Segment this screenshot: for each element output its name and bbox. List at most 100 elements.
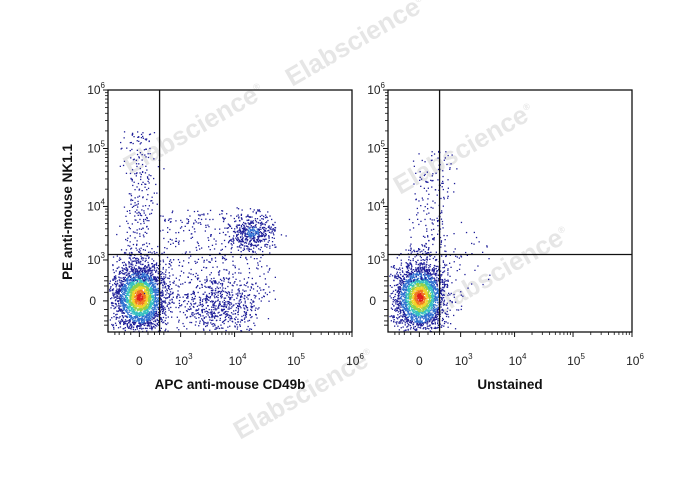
event-dot xyxy=(154,300,156,302)
event-dot xyxy=(240,301,242,303)
event-dot xyxy=(132,294,134,296)
event-dot xyxy=(142,137,144,139)
event-dot xyxy=(141,323,144,325)
event-dot xyxy=(154,289,156,291)
event-dot xyxy=(132,317,134,319)
event-dot xyxy=(135,282,137,285)
event-dot xyxy=(109,290,112,292)
event-dot xyxy=(131,132,134,134)
event-dot xyxy=(179,275,181,277)
event-dot xyxy=(156,276,159,278)
event-dot xyxy=(153,317,155,319)
event-dot xyxy=(190,308,192,310)
event-dot xyxy=(407,296,410,299)
event-dot xyxy=(160,280,162,282)
event-dot xyxy=(227,281,230,283)
event-dot xyxy=(137,290,139,293)
event-dot xyxy=(267,211,269,213)
event-dot xyxy=(177,285,179,287)
event-dot xyxy=(132,133,134,135)
event-dot xyxy=(258,209,261,211)
event-dot xyxy=(263,229,266,232)
event-dot xyxy=(206,280,208,282)
event-dot xyxy=(431,328,433,330)
event-dot xyxy=(184,281,186,283)
event-dot xyxy=(155,279,157,281)
event-dot xyxy=(231,289,233,291)
event-dot xyxy=(187,209,189,211)
event-dot xyxy=(179,296,181,298)
event-dot xyxy=(211,316,213,318)
event-dot xyxy=(133,305,135,307)
event-dot xyxy=(209,297,211,299)
event-dot xyxy=(193,210,196,213)
event-dot xyxy=(240,296,242,298)
event-dot xyxy=(135,305,137,307)
event-dot xyxy=(134,189,136,191)
event-dot xyxy=(112,324,115,326)
event-dot xyxy=(211,257,213,260)
left-plot-x-axis-title: APC anti-mouse CD49b xyxy=(155,377,306,392)
event-dot xyxy=(245,315,247,317)
event-dot xyxy=(237,305,239,307)
event-dot xyxy=(235,237,237,239)
event-dot xyxy=(170,293,172,295)
event-dot xyxy=(195,262,197,264)
event-dot xyxy=(232,256,234,258)
event-dot xyxy=(259,249,261,251)
event-dot xyxy=(226,294,228,297)
event-dot xyxy=(166,305,168,307)
event-dot xyxy=(192,300,194,302)
event-dot xyxy=(246,263,249,265)
event-dot xyxy=(188,262,190,264)
event-dot xyxy=(144,269,147,271)
event-dot xyxy=(109,280,111,282)
event-dot xyxy=(137,206,139,208)
event-dot xyxy=(227,320,229,323)
event-dot xyxy=(142,323,144,325)
left-plot-frame xyxy=(107,89,353,333)
event-dot xyxy=(144,267,146,270)
event-dot xyxy=(233,217,235,220)
event-dot xyxy=(134,286,136,288)
event-dot xyxy=(198,325,200,327)
event-dot xyxy=(224,311,227,313)
event-dot xyxy=(259,241,261,243)
event-dot xyxy=(144,172,147,174)
event-dot xyxy=(233,239,235,242)
event-dot xyxy=(249,302,252,304)
event-dot xyxy=(130,304,132,306)
event-dot xyxy=(147,323,149,325)
event-dot xyxy=(254,225,256,227)
event-dot xyxy=(157,307,160,309)
event-dot xyxy=(210,322,212,324)
event-dot xyxy=(130,259,132,261)
event-dot xyxy=(138,140,140,142)
event-dot xyxy=(145,257,147,260)
left-plot-events xyxy=(109,131,287,333)
event-dot xyxy=(156,318,158,320)
event-dot xyxy=(179,305,181,307)
event-dot xyxy=(232,230,235,233)
event-dot xyxy=(128,266,130,268)
event-dot xyxy=(424,266,426,269)
event-dot xyxy=(139,298,141,300)
event-dot xyxy=(252,288,255,290)
event-dot xyxy=(245,228,247,230)
event-dot xyxy=(121,312,123,314)
event-dot xyxy=(434,278,436,280)
event-dot xyxy=(132,295,134,297)
event-dot xyxy=(125,269,127,271)
event-dot xyxy=(141,298,143,301)
event-dot xyxy=(187,308,189,310)
event-dot xyxy=(122,283,124,285)
event-dot xyxy=(141,289,143,291)
event-dot xyxy=(244,235,246,238)
y-tick-label: 104 xyxy=(87,197,105,213)
event-dot xyxy=(135,302,137,304)
event-dot xyxy=(131,298,133,301)
event-dot xyxy=(240,295,242,297)
event-dot xyxy=(134,237,136,239)
event-dot xyxy=(246,248,248,250)
event-dot xyxy=(147,319,149,321)
